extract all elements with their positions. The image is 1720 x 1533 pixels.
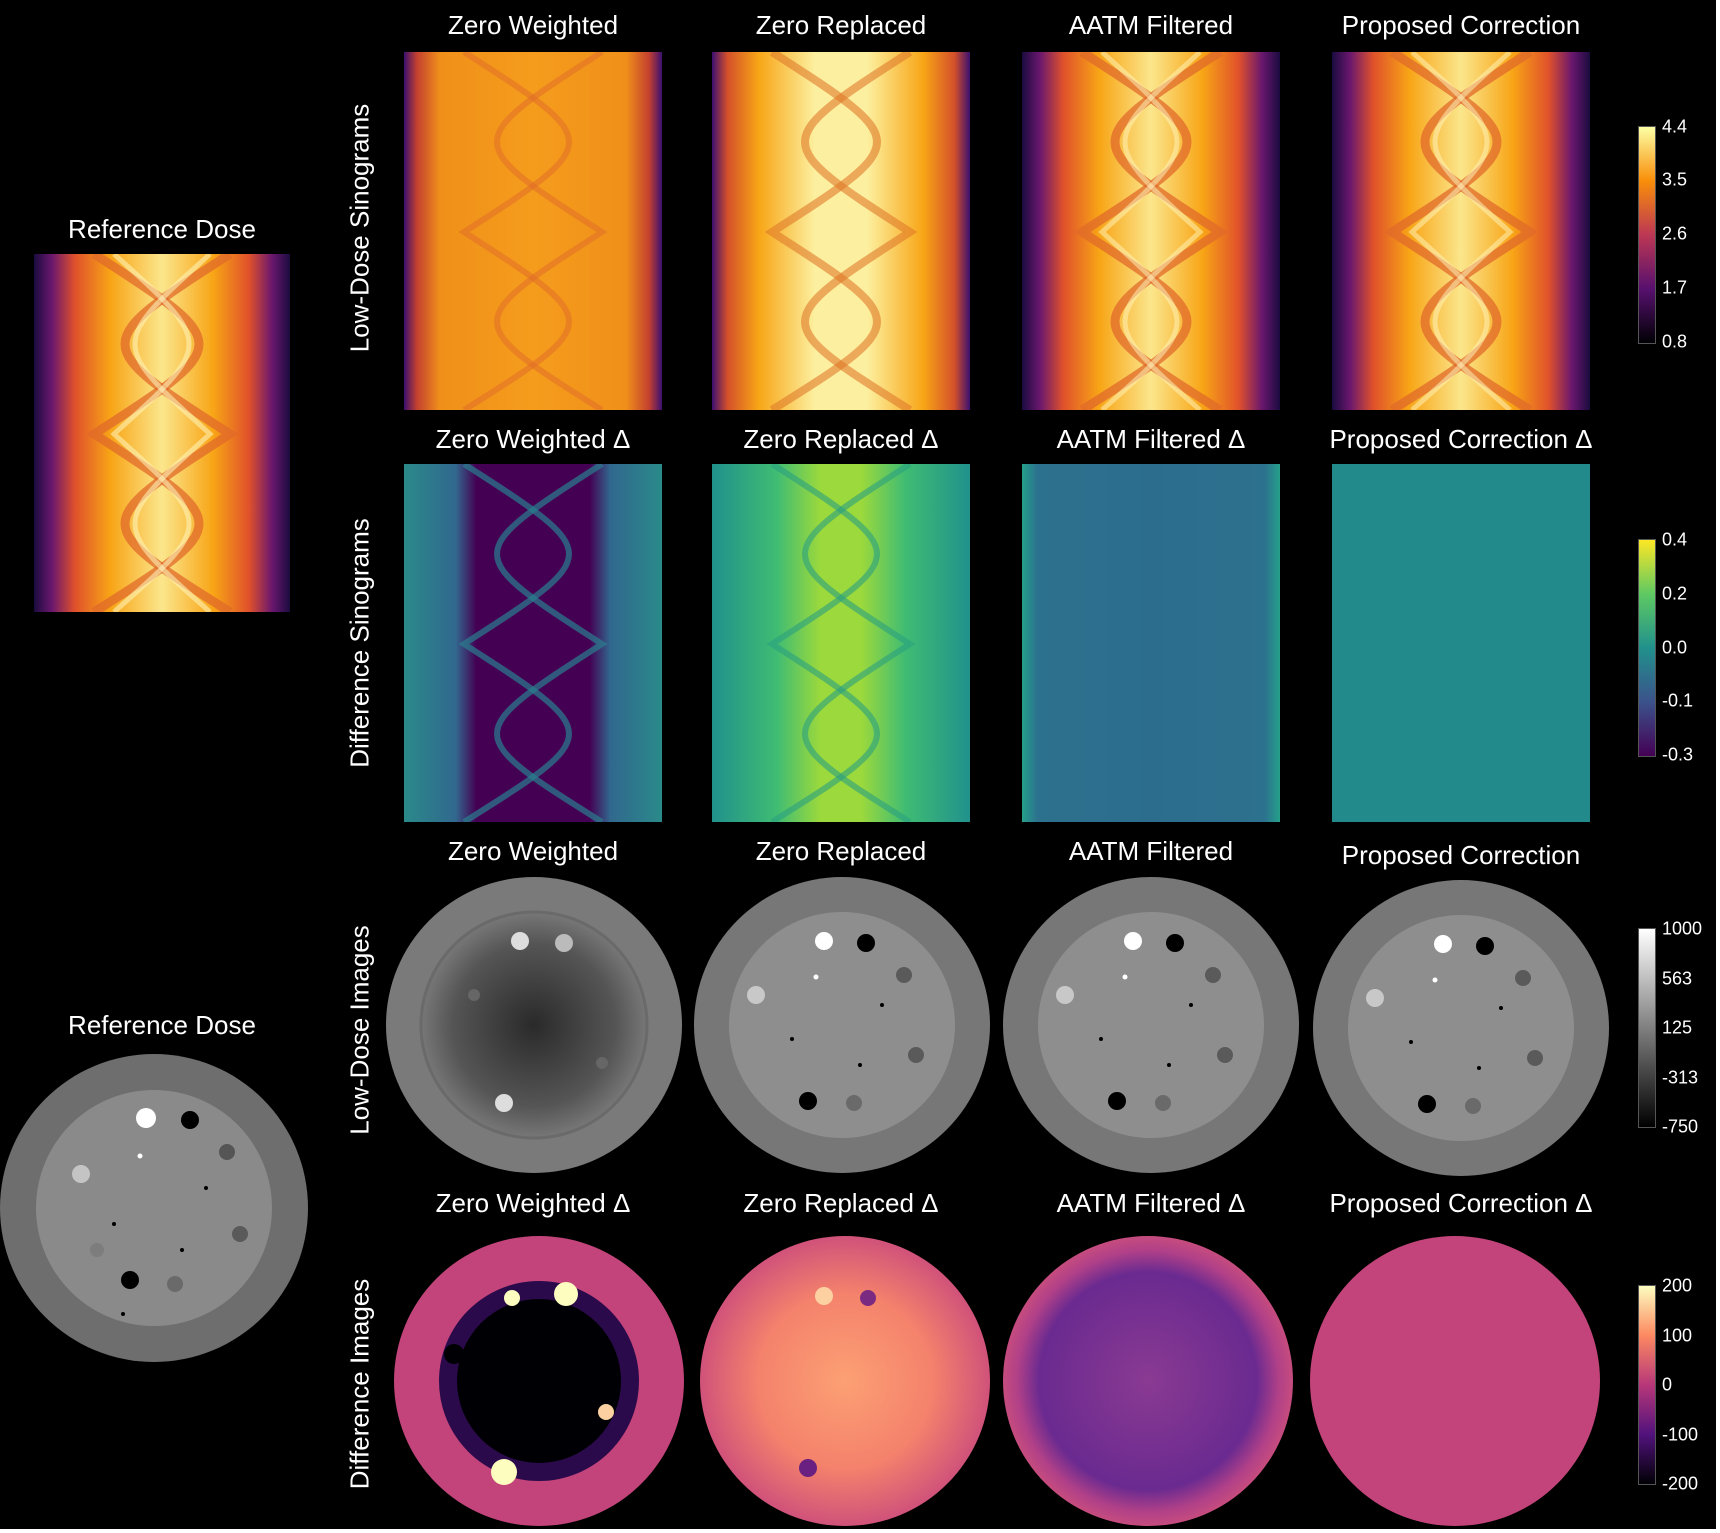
image-zero-weighted xyxy=(386,877,682,1173)
col-title-diffsino-3: AATM Filtered Δ xyxy=(1056,424,1246,454)
colorbar-diffsino-tick-5: -0.3 xyxy=(1662,744,1694,765)
colorbar-difference-image-bar xyxy=(1638,1285,1656,1485)
colorbar-diffimg-tick-3: 0 xyxy=(1662,1374,1673,1395)
col-title-img-3: AATM Filtered xyxy=(1068,836,1234,866)
colorbar-sinogram-bar xyxy=(1638,126,1656,344)
colorbar-sinogram-tick-4: 1.7 xyxy=(1662,277,1688,298)
diff-image-proposed-correction xyxy=(1310,1236,1600,1526)
reference-image xyxy=(0,1054,309,1363)
colorbar-image-bar xyxy=(1638,928,1656,1128)
diff-image-zero-weighted xyxy=(394,1236,684,1526)
image-aatm-filtered xyxy=(1003,877,1299,1173)
colorbar-image: 1000 563 125 -313 -750 xyxy=(1638,919,1718,1137)
colorbar-sinogram: 4.4 3.5 2.6 1.7 0.8 xyxy=(1638,117,1718,352)
col-title-diffimg-4: Proposed Correction Δ xyxy=(1329,1188,1593,1218)
colorbar-image-tick-1: 1000 xyxy=(1662,918,1703,939)
colorbar-image-tick-4: -313 xyxy=(1662,1067,1699,1088)
diff-image-aatm-filtered xyxy=(1003,1236,1293,1526)
reference-sinogram xyxy=(34,254,290,612)
colorbar-diffsino-tick-3: 0.0 xyxy=(1662,637,1688,658)
row-label-difference-sinograms: Difference Sinograms xyxy=(344,518,375,768)
diff-sinogram-proposed-correction xyxy=(1332,464,1590,822)
row-label-low-dose-sinograms: Low-Dose Sinograms xyxy=(344,103,375,353)
col-title-diffsino-2: Zero Replaced Δ xyxy=(743,424,939,454)
reference-image-title: Reference Dose xyxy=(68,1010,256,1040)
col-title-sino-3: AATM Filtered xyxy=(1068,10,1234,40)
col-title-sino-1: Zero Weighted xyxy=(447,10,619,40)
sinogram-proposed-correction xyxy=(1332,52,1590,410)
col-title-img-1: Zero Weighted xyxy=(447,836,619,866)
colorbar-diffsino-tick-2: 0.2 xyxy=(1662,583,1688,604)
colorbar-diffimg-tick-1: 200 xyxy=(1662,1275,1693,1296)
reference-sinogram-title: Reference Dose xyxy=(68,214,256,244)
sinogram-zero-replaced xyxy=(712,52,970,410)
image-zero-replaced xyxy=(694,877,990,1173)
colorbar-difference-image: 200 100 0 -100 -200 xyxy=(1638,1276,1718,1494)
colorbar-diffimg-tick-2: 100 xyxy=(1662,1325,1693,1346)
col-title-diffimg-2: Zero Replaced Δ xyxy=(743,1188,939,1218)
sinogram-zero-weighted xyxy=(404,52,662,410)
colorbar-sinogram-tick-5: 0.8 xyxy=(1662,331,1688,352)
diff-sinogram-zero-weighted xyxy=(404,464,662,822)
colorbar-difference-sinogram: 0.4 0.2 0.0 -0.1 -0.3 xyxy=(1638,530,1718,765)
diff-sinogram-aatm-filtered xyxy=(1022,464,1280,822)
colorbar-image-tick-5: -750 xyxy=(1662,1116,1699,1137)
colorbar-difference-sinogram-bar xyxy=(1638,539,1656,757)
colorbar-diffsino-tick-4: -0.1 xyxy=(1662,690,1694,711)
colorbar-sinogram-tick-3: 2.6 xyxy=(1662,223,1688,244)
colorbar-sinogram-tick-2: 3.5 xyxy=(1662,169,1688,190)
colorbar-diffimg-tick-4: -100 xyxy=(1662,1424,1699,1445)
colorbar-diffsino-tick-1: 0.4 xyxy=(1662,529,1688,550)
colorbar-image-tick-2: 563 xyxy=(1662,968,1693,989)
colorbar-sinogram-tick-1: 4.4 xyxy=(1662,116,1688,137)
col-title-img-4: Proposed Correction xyxy=(1341,840,1581,870)
sinogram-aatm-filtered xyxy=(1022,52,1280,410)
image-proposed-correction xyxy=(1313,880,1609,1176)
frame-right xyxy=(1716,0,1720,1533)
colorbar-diffimg-tick-5: -200 xyxy=(1662,1473,1699,1494)
frame-bottom xyxy=(0,1529,1720,1533)
row-label-low-dose-images: Low-Dose Images xyxy=(344,925,375,1135)
col-title-diffsino-1: Zero Weighted Δ xyxy=(435,424,631,454)
reference-sinogram-svg xyxy=(34,254,290,612)
col-title-img-2: Zero Replaced xyxy=(755,836,927,866)
diff-sinogram-zero-replaced xyxy=(712,464,970,822)
col-title-sino-2: Zero Replaced xyxy=(755,10,927,40)
col-title-sino-4: Proposed Correction xyxy=(1341,10,1581,40)
col-title-diffsino-4: Proposed Correction Δ xyxy=(1329,424,1593,454)
col-title-diffimg-1: Zero Weighted Δ xyxy=(435,1188,631,1218)
colorbar-image-tick-3: 125 xyxy=(1662,1017,1693,1038)
col-title-diffimg-3: AATM Filtered Δ xyxy=(1056,1188,1246,1218)
reference-image-svg xyxy=(0,1054,308,1362)
row-label-difference-images: Difference Images xyxy=(344,1278,375,1490)
diff-image-zero-replaced xyxy=(700,1236,990,1526)
